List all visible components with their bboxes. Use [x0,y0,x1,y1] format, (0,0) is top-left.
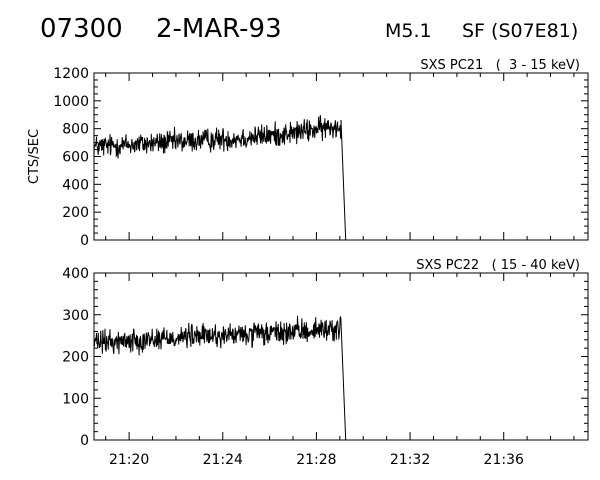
x-tick-label: 21:32 [390,452,430,468]
header-class: M5.1 [385,20,432,42]
y-axis-label: CTS/SEC [27,129,42,184]
y-tick-label: 200 [62,350,89,366]
y-tick-label: 200 [62,205,89,221]
chart-panel-2: 0 100 200 300 400 21:20 21:24 21:28 21:32 21:36 SX… [62,258,589,468]
x-tick-label: 21:20 [109,452,149,468]
header-date: 2-MAR-93 [156,14,282,44]
y-tick-label: 0 [80,233,89,249]
y-tick-label: 100 [62,391,89,407]
panel-title: SXS PC22 ( 15 - 40 keV) [416,258,580,273]
y-tick-label: 800 [62,122,89,138]
y-tick-label: 400 [62,266,89,282]
x-tick-label: 21:36 [484,452,524,468]
plot-frame [93,272,589,441]
y-tick-label: 0 [80,433,89,449]
header-event-id: 07300 [40,14,123,44]
panel-title: SXS PC21 ( 3 - 15 keV) [420,58,580,73]
y-tick-label: 400 [62,177,89,193]
header-location: SF (S07E81) [462,20,579,42]
y-tick-label: 300 [62,308,89,324]
series-line-counts [93,315,347,441]
y-tick-label: 600 [62,150,89,166]
x-tick-label: 21:24 [203,452,243,468]
y-tick-label: 1200 [53,66,89,82]
y-tick-label: 1000 [53,94,89,110]
x-tick-label: 21:28 [296,452,336,468]
series-line-counts [93,115,347,241]
chart-panel-1: 0 200 400 600 800 1000 1200 SXS PC21 ( 3 - 15 k… [27,58,589,249]
plot-frame [93,72,589,241]
